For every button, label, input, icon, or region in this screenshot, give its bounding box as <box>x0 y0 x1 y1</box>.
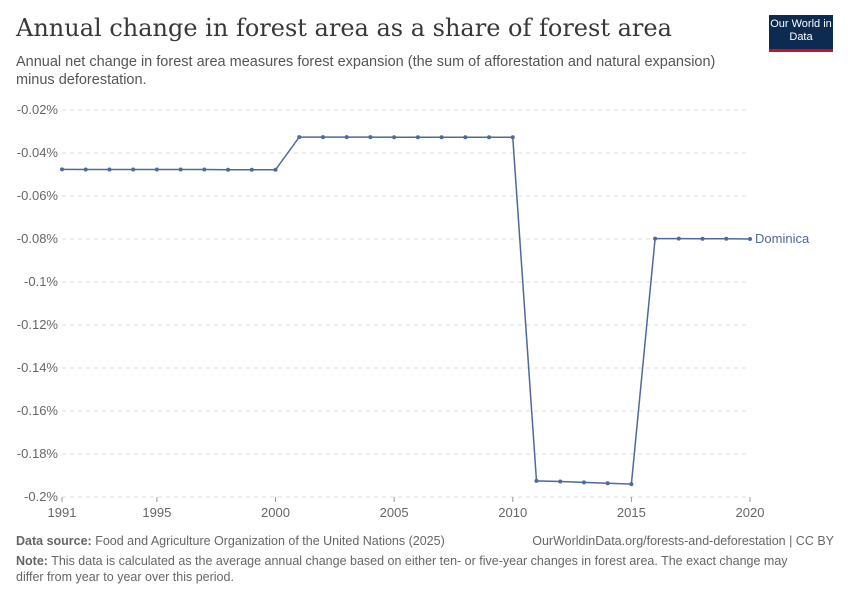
data-source: Data source: Food and Agriculture Organi… <box>16 533 445 549</box>
data-point <box>581 480 586 485</box>
chart-title: Annual change in forest area as a share … <box>16 14 672 42</box>
data-point <box>605 481 610 486</box>
data-point <box>107 167 112 172</box>
data-point <box>320 135 325 140</box>
data-point <box>368 135 373 140</box>
note-text: This data is calculated as the average a… <box>16 554 788 584</box>
y-tick-label: -0.18% <box>17 446 59 461</box>
owid-logo[interactable]: Our World in Data <box>769 15 833 52</box>
x-tick-label: 2005 <box>380 505 409 520</box>
x-tick-label: 2015 <box>617 505 646 520</box>
data-point <box>676 236 681 241</box>
data-point <box>344 135 349 140</box>
data-point <box>131 167 136 172</box>
series-line <box>61 136 751 485</box>
y-tick-label: -0.04% <box>17 145 59 160</box>
x-tick-label: 2000 <box>261 505 290 520</box>
data-point <box>297 135 302 140</box>
data-point <box>226 167 231 172</box>
data-point <box>534 478 539 483</box>
y-tick-label: -0.06% <box>17 188 59 203</box>
data-point <box>392 135 397 140</box>
data-point <box>202 167 207 172</box>
x-tick-label: 1995 <box>142 505 171 520</box>
note-label: Note: <box>16 554 48 568</box>
data-point <box>154 167 159 172</box>
data-point <box>249 167 254 172</box>
data-point <box>653 236 658 241</box>
y-tick-label: -0.08% <box>17 231 59 246</box>
data-point <box>178 167 183 172</box>
series-label: Dominica <box>755 231 810 246</box>
y-tick-label: -0.16% <box>17 403 59 418</box>
data-point <box>487 135 492 140</box>
data-point <box>629 482 634 487</box>
data-point <box>415 135 420 140</box>
data-point <box>558 479 563 484</box>
source-text: Food and Agriculture Organization of the… <box>95 534 445 548</box>
chart-subtitle: Annual net change in forest area measure… <box>16 54 716 88</box>
data-point <box>439 135 444 140</box>
data-point <box>700 236 705 241</box>
x-tick-label: 2020 <box>736 505 765 520</box>
line-chart: -0.02% -0.04% -0.06% -0.08% -0.1% -0.12% -0.14… <box>17 102 810 520</box>
source-url[interactable]: OurWorldinData.org/forests-and-deforesta… <box>532 534 834 548</box>
y-tick-label: -0.1% <box>24 274 58 289</box>
data-point <box>273 167 278 172</box>
y-tick-label: -0.14% <box>17 360 59 375</box>
data-point <box>60 167 64 172</box>
y-tick-label: -0.12% <box>17 317 59 332</box>
data-point <box>510 135 515 140</box>
data-point <box>83 167 88 172</box>
y-tick-label: -0.02% <box>17 102 59 117</box>
source-label: Data source: <box>16 534 92 548</box>
data-point <box>724 236 729 241</box>
x-tick-label: 2010 <box>498 505 527 520</box>
note: Note: This data is calculated as the ave… <box>16 553 816 585</box>
data-point <box>463 135 468 140</box>
x-tick-label: 1991 <box>48 505 77 520</box>
y-tick-label: -0.2% <box>24 489 58 504</box>
data-point <box>748 237 752 241</box>
